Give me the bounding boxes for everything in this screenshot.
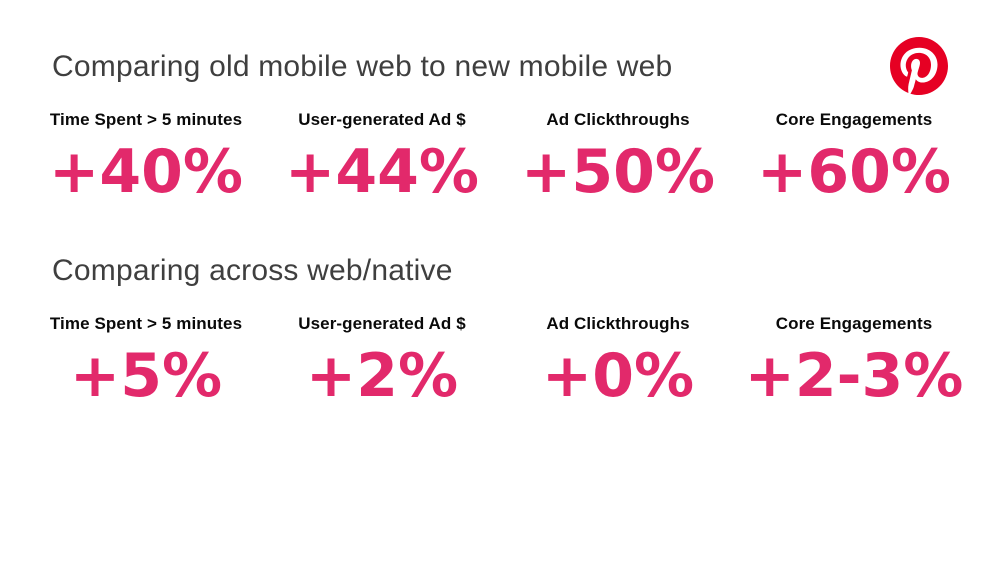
stat-label: Time Spent > 5 minutes — [49, 314, 243, 333]
stat-label: Ad Clickthroughs — [546, 314, 690, 333]
section-title-web-native: Comparing across web/native — [52, 254, 453, 287]
stat-label: Core Engagements — [775, 110, 933, 129]
stat-time-spent: Time Spent > 5 minutes +5% — [28, 314, 264, 406]
stat-core-engagements: Core Engagements +2-3% — [736, 314, 972, 406]
stat-grid-web-native: Time Spent > 5 minutes +5% User-generate… — [28, 314, 972, 406]
stat-value: +40% — [49, 137, 243, 207]
section-title-old-vs-new-mobile-web: Comparing old mobile web to new mobile w… — [52, 50, 673, 83]
stat-grid-mobile-web: Time Spent > 5 minutes +40% User-generat… — [28, 110, 972, 202]
stat-value: +44% — [285, 137, 479, 207]
stat-value: +60% — [757, 137, 951, 207]
stat-value: +0% — [541, 341, 695, 411]
stat-label: User-generated Ad $ — [298, 314, 466, 333]
stat-value: +2-3% — [744, 341, 964, 411]
stat-value: +2% — [305, 341, 459, 411]
stat-ad-clickthroughs: Ad Clickthroughs +0% — [500, 314, 736, 406]
stat-value: +50% — [521, 137, 715, 207]
stat-label: User-generated Ad $ — [298, 110, 466, 129]
stat-label: Core Engagements — [775, 314, 933, 333]
stat-core-engagements: Core Engagements +60% — [736, 110, 972, 202]
stat-label: Time Spent > 5 minutes — [49, 110, 243, 129]
pinterest-logo-icon — [890, 36, 948, 96]
stat-label: Ad Clickthroughs — [546, 110, 690, 129]
stat-value: +5% — [69, 341, 223, 411]
stat-user-generated-ad: User-generated Ad $ +44% — [264, 110, 500, 202]
stat-time-spent: Time Spent > 5 minutes +40% — [28, 110, 264, 202]
stat-ad-clickthroughs: Ad Clickthroughs +50% — [500, 110, 736, 202]
stat-user-generated-ad: User-generated Ad $ +2% — [264, 314, 500, 406]
